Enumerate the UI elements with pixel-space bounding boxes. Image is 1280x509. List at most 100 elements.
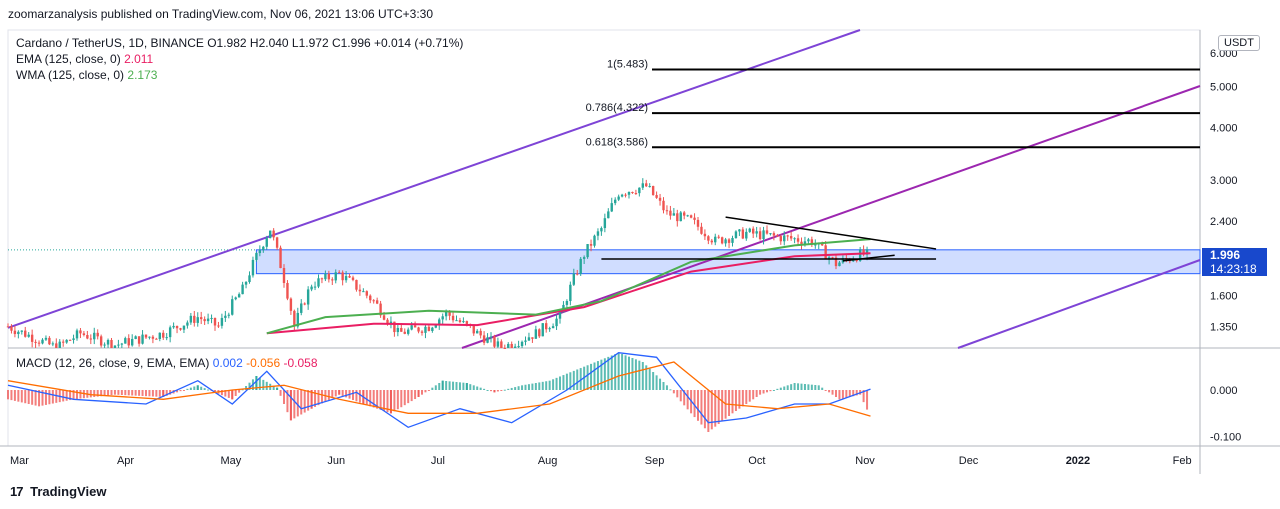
macd-histogram-bar <box>662 382 665 390</box>
candle-body <box>696 219 700 227</box>
candle-body <box>582 257 586 259</box>
price-tick-label: 4.000 <box>1210 122 1238 134</box>
macd-legend[interactable]: MACD (12, 26, close, 9, EMA, EMA) 0.002 … <box>16 356 318 370</box>
time-tick-label: Nov <box>855 455 875 467</box>
macd-histogram-bar <box>603 358 606 390</box>
macd-histogram-bar <box>734 390 737 411</box>
macd-histogram-bar <box>452 381 455 390</box>
candle-body <box>34 341 37 343</box>
macd-histogram-bar <box>621 354 624 390</box>
fib-level-label: 0.786(4.322) <box>586 102 648 114</box>
macd-histogram-bar <box>20 390 23 403</box>
macd-histogram-bar <box>258 377 261 390</box>
candle-body <box>814 244 817 246</box>
macd-histogram-bar <box>113 390 116 395</box>
chart-canvas[interactable]: 1(5.483)0.786(4.322)0.618(3.586) 6.0005.… <box>0 28 1280 478</box>
candle-body <box>724 239 727 244</box>
macd-histogram-bar <box>100 390 103 397</box>
macd-histogram-bar <box>38 390 41 407</box>
symbol-row[interactable]: Cardano / TetherUS, 1D, BINANCE O1.982 H… <box>16 35 463 51</box>
macd-histogram-bar <box>127 390 130 396</box>
candle-body <box>27 334 30 337</box>
macd-histogram-bar <box>562 375 565 390</box>
candle-body <box>293 310 296 327</box>
candle-body <box>593 235 596 246</box>
candle-body <box>645 183 648 187</box>
macd-histogram-bar <box>800 383 803 390</box>
signal-line <box>7 361 871 417</box>
macd-histogram-bar <box>307 390 310 411</box>
macd-histogram-bar <box>683 390 686 406</box>
macd-histogram-bar <box>31 390 34 405</box>
candle-body <box>168 327 172 338</box>
macd-histogram-bar <box>559 376 561 390</box>
candle-body <box>72 338 75 341</box>
candle-body <box>527 337 531 341</box>
candle-body <box>672 213 676 216</box>
wma-row[interactable]: WMA (125, close, 0) 2.173 <box>16 67 463 83</box>
candle-body <box>30 334 34 342</box>
macd-histogram-bar <box>376 390 379 409</box>
currency-button[interactable]: USDT <box>1218 35 1260 51</box>
candle-body <box>313 286 317 288</box>
macd-histogram-bar <box>790 384 793 390</box>
candle-body <box>20 330 23 332</box>
macd-histogram-bar <box>634 359 637 390</box>
candle-body <box>658 197 662 201</box>
wma-value: 2.173 <box>127 68 158 82</box>
macd-histogram-bar <box>759 390 762 395</box>
candle-body <box>175 325 179 329</box>
candle-body <box>551 326 555 329</box>
macd-histogram-bar <box>414 390 417 400</box>
candle-body <box>365 291 368 296</box>
macd-tick-label: -0.100 <box>1210 432 1241 444</box>
time-tick-label: May <box>220 455 241 467</box>
candle-body <box>600 228 603 232</box>
tradingview-footer[interactable]: 17 TradingView <box>10 484 106 499</box>
price-tick-label: 1.350 <box>1210 321 1238 333</box>
candle-body <box>113 345 117 348</box>
candle-body <box>262 246 265 251</box>
candle-body <box>300 303 303 313</box>
candle-body <box>103 344 106 346</box>
candle-body <box>482 335 486 343</box>
candle-body <box>707 236 710 241</box>
candle-body <box>720 237 724 244</box>
candle-body <box>134 336 137 339</box>
fibonacci-levels: 1(5.483) 0.786(4.322) 0.618(3.586) <box>586 58 1200 149</box>
macd-histogram-bar <box>600 359 603 390</box>
macd-histogram-bar <box>386 390 389 413</box>
candle-body <box>731 238 734 243</box>
candle-body <box>338 272 341 274</box>
macd-histogram-bar <box>196 385 199 390</box>
macd-histogram-bar <box>797 383 800 390</box>
candle-body <box>589 244 593 246</box>
ema-row[interactable]: EMA (125, close, 0) 2.011 <box>16 51 463 67</box>
macd-histogram-bar <box>286 390 289 413</box>
candle-body <box>234 297 237 300</box>
ema-label: EMA (125, close, 0) <box>16 52 121 66</box>
candle-body <box>507 343 510 348</box>
candle-body <box>614 199 617 204</box>
macd-histogram-bar <box>448 381 451 390</box>
candle-body <box>810 239 814 245</box>
macd-histogram-bar <box>176 390 179 393</box>
macd-value: 0.002 <box>212 356 243 370</box>
candle-body <box>510 343 513 348</box>
macd-histogram-bar <box>151 390 154 397</box>
macd-histogram-bar <box>641 362 644 390</box>
candle-body <box>855 259 858 261</box>
candle-body <box>224 315 227 318</box>
macd-histogram-bar <box>786 385 789 390</box>
macd-histogram-bar <box>117 390 120 395</box>
macd-histogram-bar <box>548 380 551 390</box>
macd-histogram-bar <box>231 390 234 400</box>
macd-histogram-bar <box>486 390 489 391</box>
price-tick-label: 1.600 <box>1210 290 1238 302</box>
macd-histogram-bar <box>590 363 593 390</box>
ema-line <box>266 252 871 335</box>
time-tick-label: Mar <box>10 455 29 467</box>
price-tick-label: 2.400 <box>1210 216 1238 228</box>
candle-body <box>862 249 865 255</box>
macd-histogram-bar <box>410 390 413 402</box>
